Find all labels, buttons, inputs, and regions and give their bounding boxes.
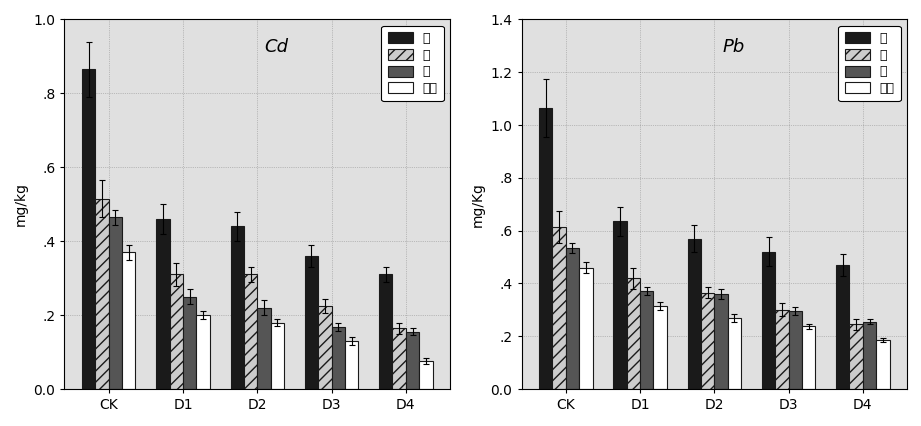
Bar: [876, 340, 890, 389]
Bar: [626, 278, 640, 389]
Bar: [257, 308, 271, 389]
Bar: [775, 310, 788, 389]
Bar: [653, 306, 667, 389]
Bar: [96, 199, 109, 389]
Bar: [788, 311, 802, 389]
Bar: [318, 306, 332, 389]
Bar: [762, 252, 775, 389]
Bar: [157, 219, 169, 389]
Legend: 根, 茎, 叶, 籍子: 根, 茎, 叶, 籍子: [381, 26, 444, 101]
Bar: [196, 315, 210, 389]
Bar: [728, 318, 741, 389]
Legend: 根, 茎, 叶, 籍子: 根, 茎, 叶, 籍子: [838, 26, 901, 101]
Bar: [863, 322, 876, 389]
Bar: [109, 217, 122, 389]
Bar: [183, 296, 196, 389]
Bar: [802, 326, 815, 389]
Bar: [613, 222, 626, 389]
Bar: [244, 274, 257, 389]
Bar: [169, 274, 183, 389]
Bar: [539, 108, 553, 389]
Bar: [419, 361, 433, 389]
Bar: [379, 274, 392, 389]
Y-axis label: mg/kg: mg/kg: [14, 182, 28, 226]
Bar: [565, 248, 579, 389]
Bar: [332, 327, 345, 389]
Bar: [640, 291, 653, 389]
Text: Cd: Cd: [264, 38, 288, 56]
Bar: [305, 256, 318, 389]
Bar: [271, 322, 284, 389]
Bar: [406, 332, 419, 389]
Text: Pb: Pb: [722, 38, 745, 56]
Bar: [345, 341, 358, 389]
Bar: [688, 239, 701, 389]
Bar: [122, 252, 135, 389]
Bar: [230, 226, 244, 389]
Bar: [579, 268, 592, 389]
Bar: [82, 69, 96, 389]
Bar: [392, 328, 406, 389]
Bar: [849, 324, 863, 389]
Bar: [715, 294, 728, 389]
Bar: [701, 293, 715, 389]
Bar: [836, 265, 849, 389]
Y-axis label: mg/Kg: mg/Kg: [471, 182, 485, 227]
Bar: [553, 227, 565, 389]
